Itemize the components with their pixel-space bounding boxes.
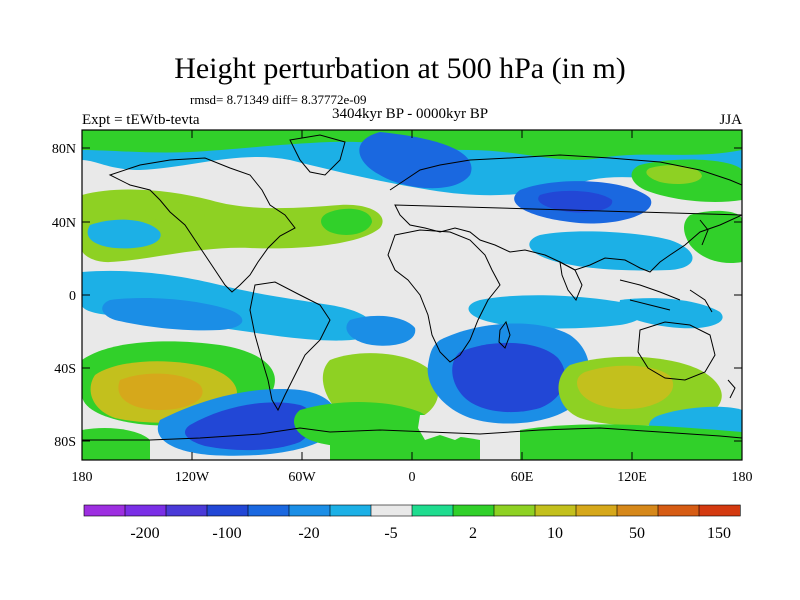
coast-north-america — [108, 157, 296, 293]
x-tick-0: 0 — [409, 470, 416, 485]
colorbar-label: 10 — [547, 525, 563, 542]
colorbar-label: -5 — [384, 525, 397, 542]
blob-southern-ocean-low — [185, 402, 315, 451]
blob-south-atlantic-low — [346, 315, 416, 346]
blob-tropical-core — [102, 298, 243, 331]
colorbar — [83, 504, 741, 517]
coast-antarctica — [82, 427, 742, 441]
colorbar-swatch — [247, 504, 290, 517]
blob-north-atlantic-low — [359, 132, 472, 189]
x-tick-180-east: 180 — [732, 470, 753, 485]
y-tick-80n: 80N — [52, 142, 76, 157]
colorbar-swatch — [616, 504, 659, 517]
colorbar-swatch — [329, 504, 372, 517]
plot-title: Height perturbation at 500 hPa (in m) — [174, 52, 626, 85]
coast-southeast-asia — [619, 279, 713, 313]
y-tick-80s: 80S — [54, 435, 76, 450]
colorbar-swatch — [370, 504, 413, 517]
colorbar-swatch — [288, 504, 331, 517]
colorbar-swatch — [83, 504, 126, 517]
colorbar-swatch — [534, 504, 577, 517]
x-tick-120e: 120E — [617, 470, 647, 485]
blob-indian-tropic — [468, 295, 643, 329]
blob-pacific-core — [145, 201, 205, 224]
blob-north-pacific-low — [87, 219, 161, 249]
x-axis: 180 120W 60W 0 60E 120E 180 — [72, 130, 753, 485]
colorbar-swatch — [493, 504, 536, 517]
y-tick-40n: 40N — [52, 216, 76, 231]
coast-madagascar — [498, 320, 511, 349]
blob-atlantic-green — [321, 208, 372, 235]
x-tick-180-west: 180 — [72, 470, 93, 485]
blob-maritime-low — [618, 298, 723, 329]
coast-india — [559, 261, 583, 301]
blob-indian-ocean-low — [452, 342, 566, 413]
experiment-label: Expt = tEWtb-tevta — [82, 112, 200, 128]
colorbar-label: -100 — [212, 525, 241, 542]
period-label: 3404kyr BP - 0000kyr BP — [331, 106, 489, 122]
stats-label: rmsd= 8.71349 diff= 8.37772e-09 — [190, 92, 367, 107]
blob-antarctic-west — [82, 428, 150, 460]
coast-africa — [387, 229, 501, 363]
blob-siberia-core — [646, 165, 702, 184]
colorbar-swatch — [575, 504, 618, 517]
blob-antarctic-atlantic — [330, 434, 480, 460]
blob-australia-high — [577, 365, 674, 410]
y-tick-0: 0 — [69, 289, 76, 304]
x-tick-120w: 120W — [175, 470, 210, 485]
blob-antarctic-gray — [418, 415, 470, 440]
coast-australia — [637, 321, 716, 381]
coastlines — [82, 134, 742, 441]
coast-eurasia — [389, 154, 742, 273]
blob-eurasia-core — [538, 190, 613, 213]
coast-greenland — [289, 134, 346, 176]
colorbar-swatch — [411, 504, 454, 517]
x-tick-60e: 60E — [511, 470, 534, 485]
blob-south-pacific-core — [118, 373, 203, 410]
x-tick-60w: 60W — [288, 470, 316, 485]
blob-west-pacific-high — [684, 210, 742, 264]
colorbar-swatch — [657, 504, 700, 517]
colorbar-label: 150 — [707, 525, 731, 542]
colorbar-labels: -200 -100 -20 -5 2 10 50 150 — [130, 525, 731, 542]
y-tick-40s: 40S — [54, 362, 76, 377]
colorbar-label: -200 — [130, 525, 159, 542]
coast-new-zealand — [727, 379, 736, 399]
colorbar-swatch — [124, 504, 167, 517]
colorbar-label: 2 — [469, 525, 477, 542]
coast-japan — [699, 219, 709, 246]
colorbar-swatch — [698, 504, 741, 517]
y-axis: 80N 40N 0 40S 80S — [52, 142, 742, 450]
colorbar-swatch — [452, 504, 495, 517]
season-label: JJA — [719, 112, 742, 128]
contour-field — [82, 130, 742, 460]
colorbar-swatch — [165, 504, 208, 517]
colorbar-label: -20 — [298, 525, 319, 542]
colorbar-label: 50 — [629, 525, 645, 542]
blob-tropical-east-pacific — [82, 270, 373, 341]
colorbar-swatch — [206, 504, 249, 517]
coast-south-america — [249, 281, 331, 412]
blob-india-low — [529, 231, 693, 271]
